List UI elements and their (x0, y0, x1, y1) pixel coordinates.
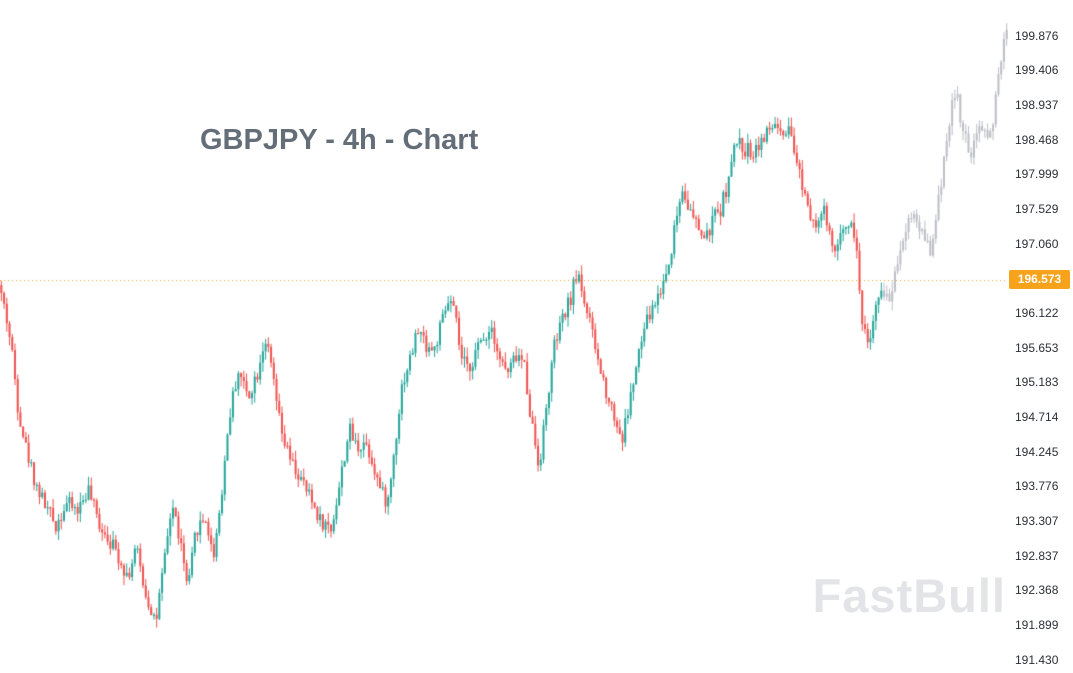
y-axis-tick-label: 198.468 (1015, 132, 1059, 147)
y-axis-tick-label: 197.060 (1015, 236, 1059, 251)
y-axis-tick-label: 192.837 (1015, 548, 1059, 563)
y-axis-tick-label: 191.430 (1015, 652, 1059, 667)
y-axis-tick-label: 193.307 (1015, 514, 1059, 529)
y-axis-tick-label: 199.876 (1015, 28, 1059, 43)
y-axis-tick-label: 194.714 (1015, 410, 1059, 425)
y-axis-tick-label: 196.122 (1015, 306, 1059, 321)
y-axis-tick-label: 194.245 (1015, 444, 1059, 459)
y-axis-tick-label: 192.368 (1015, 583, 1059, 598)
y-axis-tick-label: 195.183 (1015, 375, 1059, 390)
y-axis-tick-label: 198.937 (1015, 98, 1059, 113)
price-axis[interactable]: 196.573 199.876 199.406 198.937 198.468 197.… (1008, 0, 1073, 673)
chart-plot-area[interactable]: FastBull GBPJPY - 4h - Chart (0, 0, 1008, 673)
y-axis-tick-label: 197.529 (1015, 202, 1059, 217)
y-axis-tick-label: 193.776 (1015, 479, 1059, 494)
y-axis-tick-label: 195.653 (1015, 340, 1059, 355)
chart-title: GBPJPY - 4h - Chart (200, 124, 479, 156)
y-axis-tick-label: 191.899 (1015, 618, 1059, 633)
candlestick-chart-canvas[interactable] (0, 0, 1008, 673)
y-axis-tick-label: 199.406 (1015, 63, 1059, 78)
current-price-label: 196.573 (1009, 269, 1070, 289)
y-axis-tick-label: 197.999 (1015, 167, 1059, 182)
